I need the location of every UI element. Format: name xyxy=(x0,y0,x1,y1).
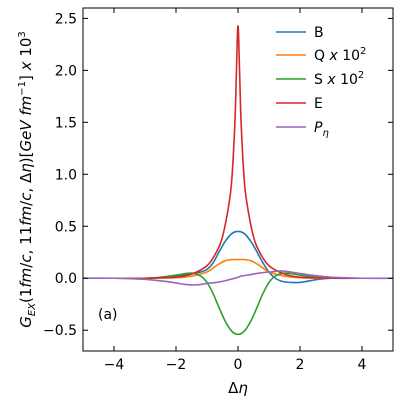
legend-item-s: S x 102 xyxy=(276,70,364,88)
x-tick-label: 0 xyxy=(234,357,243,373)
x-axis-ticks: −4 −2 0 2 4 xyxy=(104,8,367,373)
series-line-e-3 xyxy=(83,24,393,280)
legend: B Q x 102 S x 102 E Pη xyxy=(276,25,366,139)
x-tick-label: 4 xyxy=(358,357,367,373)
series-line-b-0 xyxy=(83,230,393,284)
plot-area xyxy=(83,8,393,351)
y-tick-label: 0.0 xyxy=(55,271,77,287)
x-tick-label: 2 xyxy=(296,357,305,373)
y-tick-label: 0.5 xyxy=(55,219,77,235)
legend-label-q: Q x 102 xyxy=(314,46,366,64)
y-tick-label: 1.5 xyxy=(55,115,77,131)
series-line-p-4 xyxy=(83,270,393,286)
y-tick-label: −0.5 xyxy=(43,323,77,339)
series-line-s-x-10-2 xyxy=(83,272,393,336)
legend-label-b: B xyxy=(314,25,324,41)
x-tick-label: −4 xyxy=(104,357,125,373)
y-axis-ticks: −0.5 0.0 0.5 1.0 1.5 2.0 2.5 xyxy=(43,11,393,339)
legend-label-p-eta: Pη xyxy=(314,120,329,139)
y-axis-label: GEX(1fm/c, 11fm/c, Δη)[GeV fm−1] x 103 xyxy=(17,31,38,328)
legend-item-b: B xyxy=(276,25,324,41)
legend-item-q: Q x 102 xyxy=(276,46,366,64)
series-layer xyxy=(83,24,393,336)
legend-item-p-eta: Pη xyxy=(276,120,329,139)
legend-item-e: E xyxy=(276,96,323,112)
y-tick-label: 1.0 xyxy=(55,167,77,183)
x-tick-label: −2 xyxy=(166,357,187,373)
legend-label-s: S x 102 xyxy=(314,70,364,88)
panel-label: (a) xyxy=(98,307,118,323)
y-tick-label: 2.5 xyxy=(55,11,77,27)
x-axis-label: Δη xyxy=(228,379,248,397)
legend-label-e: E xyxy=(314,96,323,112)
plot-background xyxy=(83,8,393,351)
y-tick-label: 2.0 xyxy=(55,63,77,79)
